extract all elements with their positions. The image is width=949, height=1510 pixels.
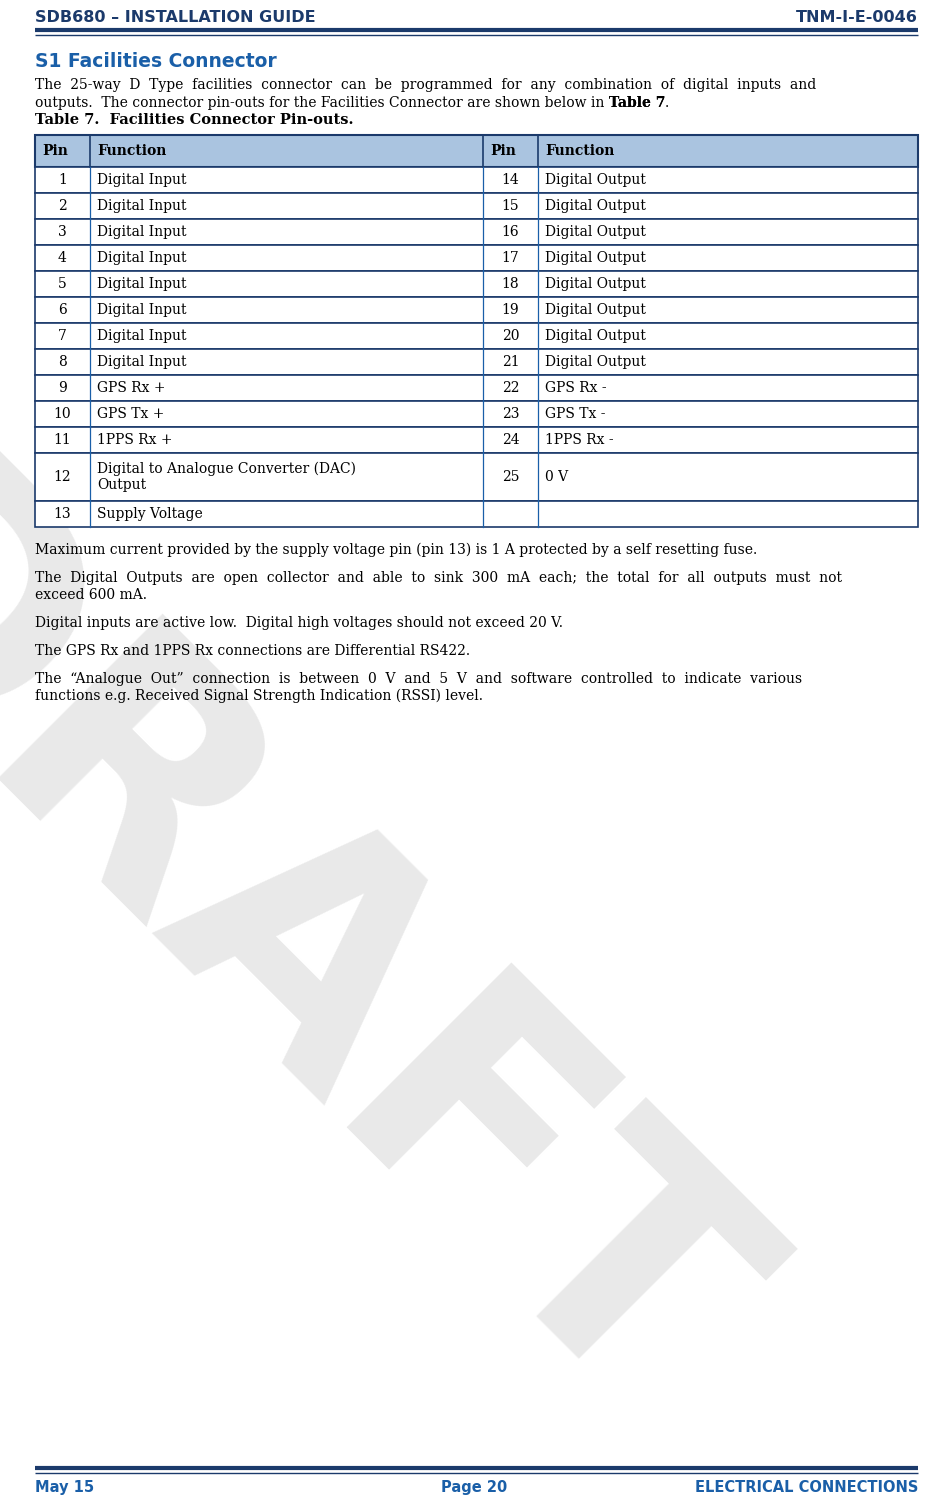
Bar <box>35 297 918 323</box>
Text: The  25-way  D  Type  facilities  connector  can  be  programmed  for  any  comb: The 25-way D Type facilities connector c… <box>35 79 816 92</box>
Text: ELECTRICAL CONNECTIONS: ELECTRICAL CONNECTIONS <box>695 1480 918 1495</box>
Text: 18: 18 <box>502 276 519 291</box>
Text: 12: 12 <box>54 470 71 485</box>
Text: Digital Output: Digital Output <box>545 174 646 187</box>
Text: exceed 600 mA.: exceed 600 mA. <box>35 587 147 602</box>
Text: Digital Output: Digital Output <box>545 199 646 213</box>
Text: Digital Input: Digital Input <box>97 329 187 343</box>
Text: Table 7: Table 7 <box>608 97 665 110</box>
Text: May 15: May 15 <box>35 1480 94 1495</box>
Bar <box>35 427 918 453</box>
Bar <box>35 402 918 427</box>
Text: Pin: Pin <box>490 143 516 159</box>
Text: Output: Output <box>97 479 146 492</box>
Text: 24: 24 <box>502 433 519 447</box>
Bar <box>35 323 918 349</box>
Text: Digital Input: Digital Input <box>97 355 187 368</box>
Text: DRAFT: DRAFT <box>0 418 797 1481</box>
Text: Digital Output: Digital Output <box>545 251 646 264</box>
Bar <box>35 453 918 501</box>
Bar <box>35 245 918 270</box>
Text: 16: 16 <box>502 225 519 239</box>
Text: GPS Tx +: GPS Tx + <box>97 408 164 421</box>
Text: 22: 22 <box>502 381 519 396</box>
Bar <box>35 270 918 297</box>
Text: S1 Facilities Connector: S1 Facilities Connector <box>35 51 277 71</box>
Text: The GPS Rx and 1PPS Rx connections are Differential RS422.: The GPS Rx and 1PPS Rx connections are D… <box>35 643 470 658</box>
Text: 3: 3 <box>58 225 66 239</box>
Text: Digital Input: Digital Input <box>97 225 187 239</box>
Text: Digital to Analogue Converter (DAC): Digital to Analogue Converter (DAC) <box>97 462 356 476</box>
Text: Table 7.  Facilities Connector Pin-outs.: Table 7. Facilities Connector Pin-outs. <box>35 113 353 127</box>
Text: 4: 4 <box>58 251 67 264</box>
Text: Digital Input: Digital Input <box>97 199 187 213</box>
Text: 13: 13 <box>54 507 71 521</box>
Text: Digital Input: Digital Input <box>97 304 187 317</box>
Text: 7: 7 <box>58 329 67 343</box>
Text: Digital Input: Digital Input <box>97 174 187 187</box>
Text: Digital inputs are active low.  Digital high voltages should not exceed 20 V.: Digital inputs are active low. Digital h… <box>35 616 563 630</box>
Text: 6: 6 <box>58 304 66 317</box>
Text: 23: 23 <box>502 408 519 421</box>
Text: Table 7: Table 7 <box>608 97 665 110</box>
Text: Digital Output: Digital Output <box>545 276 646 291</box>
Text: Function: Function <box>97 143 166 159</box>
Bar <box>35 349 918 374</box>
Text: TNM-I-E-0046: TNM-I-E-0046 <box>796 11 918 26</box>
Text: Digital Output: Digital Output <box>545 225 646 239</box>
Text: 19: 19 <box>502 304 519 317</box>
Text: functions e.g. Received Signal Strength Indication (RSSI) level.: functions e.g. Received Signal Strength … <box>35 689 483 704</box>
Text: 15: 15 <box>502 199 519 213</box>
Text: Maximum current provided by the supply voltage pin (pin 13) is 1 A protected by : Maximum current provided by the supply v… <box>35 544 757 557</box>
Text: outputs.  The connector pin-outs for the Facilities Connector are shown below in: outputs. The connector pin-outs for the … <box>35 97 608 110</box>
Text: Page 20: Page 20 <box>441 1480 508 1495</box>
Text: 9: 9 <box>58 381 66 396</box>
Text: 11: 11 <box>54 433 71 447</box>
Text: Digital Output: Digital Output <box>545 355 646 368</box>
Text: 1PPS Rx +: 1PPS Rx + <box>97 433 173 447</box>
Text: 20: 20 <box>502 329 519 343</box>
Text: 2: 2 <box>58 199 66 213</box>
Text: GPS Rx -: GPS Rx - <box>545 381 606 396</box>
Text: Digital Output: Digital Output <box>545 329 646 343</box>
Text: 1PPS Rx -: 1PPS Rx - <box>545 433 614 447</box>
Text: Digital Input: Digital Input <box>97 251 187 264</box>
Text: Function: Function <box>545 143 614 159</box>
Bar <box>35 134 918 168</box>
Text: 5: 5 <box>58 276 66 291</box>
Text: Supply Voltage: Supply Voltage <box>97 507 203 521</box>
Text: GPS Tx -: GPS Tx - <box>545 408 605 421</box>
Bar <box>35 219 918 245</box>
Text: 1: 1 <box>58 174 67 187</box>
Bar <box>35 374 918 402</box>
Text: .: . <box>665 97 669 110</box>
Text: 25: 25 <box>502 470 519 485</box>
Text: 14: 14 <box>502 174 519 187</box>
Text: SDB680 – INSTALLATION GUIDE: SDB680 – INSTALLATION GUIDE <box>35 11 316 26</box>
Bar <box>35 193 918 219</box>
Text: Digital Input: Digital Input <box>97 276 187 291</box>
Text: 8: 8 <box>58 355 66 368</box>
Text: The  “Analogue  Out”  connection  is  between  0  V  and  5  V  and  software  c: The “Analogue Out” connection is between… <box>35 672 802 686</box>
Text: Pin: Pin <box>42 143 68 159</box>
Bar <box>35 168 918 193</box>
Text: 21: 21 <box>502 355 519 368</box>
Bar <box>35 501 918 527</box>
Text: GPS Rx +: GPS Rx + <box>97 381 165 396</box>
Text: 10: 10 <box>54 408 71 421</box>
Text: Digital Output: Digital Output <box>545 304 646 317</box>
Text: The  Digital  Outputs  are  open  collector  and  able  to  sink  300  mA  each;: The Digital Outputs are open collector a… <box>35 571 842 584</box>
Text: 17: 17 <box>502 251 519 264</box>
Text: 0 V: 0 V <box>545 470 568 485</box>
